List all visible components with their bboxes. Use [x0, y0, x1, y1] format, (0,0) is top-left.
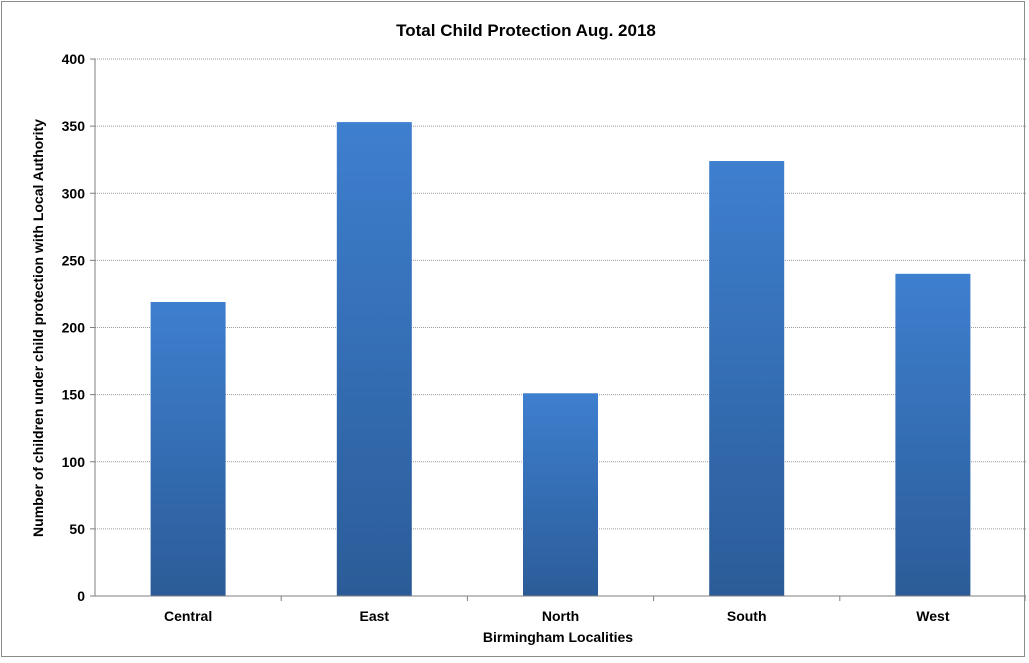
bar-central	[150, 301, 226, 596]
x-tick-label: South	[727, 608, 767, 624]
y-tick-label: 250	[62, 252, 86, 268]
x-tick-label: North	[542, 608, 579, 624]
y-tick-label: 200	[62, 320, 86, 336]
bar-west	[895, 273, 971, 596]
y-tick-label: 300	[62, 185, 86, 201]
chart-title: Total Child Protection Aug. 2018	[396, 21, 656, 40]
y-tick-label: 350	[62, 118, 86, 134]
y-tick-label: 400	[62, 51, 86, 67]
y-tick-label: 150	[62, 387, 86, 403]
bar-north	[523, 393, 598, 596]
x-axis-ticks: Central East North South West	[164, 596, 1027, 624]
x-tick-label: East	[360, 608, 390, 624]
y-axis-ticks: 0 50 100 150 200 250 300 350 400	[62, 51, 95, 604]
y-tick-label: 50	[69, 521, 85, 537]
x-axis-label: Birmingham Localities	[483, 629, 633, 645]
x-tick-label: West	[916, 608, 950, 624]
bar-east	[336, 122, 412, 596]
x-tick-label: Central	[164, 608, 212, 624]
y-tick-label: 100	[62, 454, 86, 470]
bars	[150, 122, 971, 596]
y-axis-label: Number of children under child protectio…	[30, 119, 46, 537]
y-tick-label: 0	[77, 588, 85, 604]
bar-south	[709, 161, 785, 596]
